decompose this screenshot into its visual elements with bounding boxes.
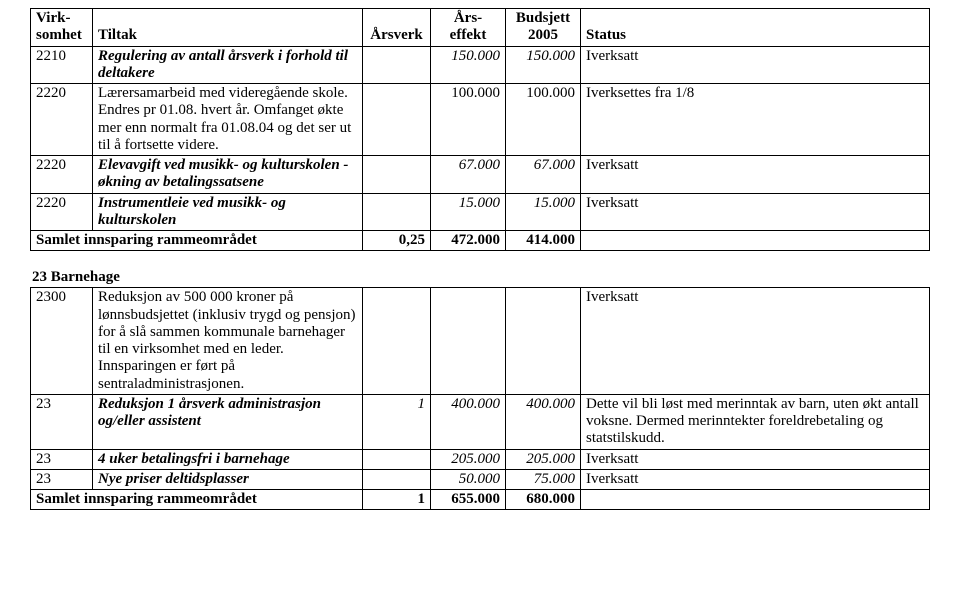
sum-row: Samlet innsparing rammeområdet0,25472.00… — [31, 231, 930, 251]
sum-row: Samlet innsparing rammeområdet1655.00068… — [31, 490, 930, 510]
table-row: 2210Regulering av antall årsverk i forho… — [31, 46, 930, 84]
table-row: 234 uker betalingsfri i barnehage205.000… — [31, 449, 930, 469]
top-table: Virk-somhet Tiltak Årsverk Års-effekt Bu… — [30, 8, 930, 251]
table-row: 2300Reduksjon av 500 000 kroner på lønns… — [31, 288, 930, 395]
hdr-budsjett: Budsjett 2005 — [506, 9, 581, 47]
table-row: 2220Elevavgift ved musikk- og kulturskol… — [31, 156, 930, 194]
hdr-arseffekt: Års-effekt — [431, 9, 506, 47]
hdr-tiltak: Tiltak — [93, 9, 363, 47]
table-row: 23Reduksjon 1 årsverk administrasjon og/… — [31, 394, 930, 449]
table-row: 2220Instrumentleie ved musikk- og kultur… — [31, 193, 930, 231]
table-row: 23Nye priser deltidsplasser50.00075.000I… — [31, 469, 930, 489]
section-heading: 23 Barnehage — [32, 269, 930, 286]
table-row: 2220Lærersamarbeid med videregående skol… — [31, 84, 930, 156]
header-row: Virk-somhet Tiltak Årsverk Års-effekt Bu… — [31, 9, 930, 47]
hdr-virksomhet: Virk-somhet — [31, 9, 93, 47]
section2-table: 2300Reduksjon av 500 000 kroner på lønns… — [30, 287, 930, 510]
hdr-status: Status — [581, 9, 930, 47]
hdr-arsverk: Årsverk — [363, 9, 431, 47]
